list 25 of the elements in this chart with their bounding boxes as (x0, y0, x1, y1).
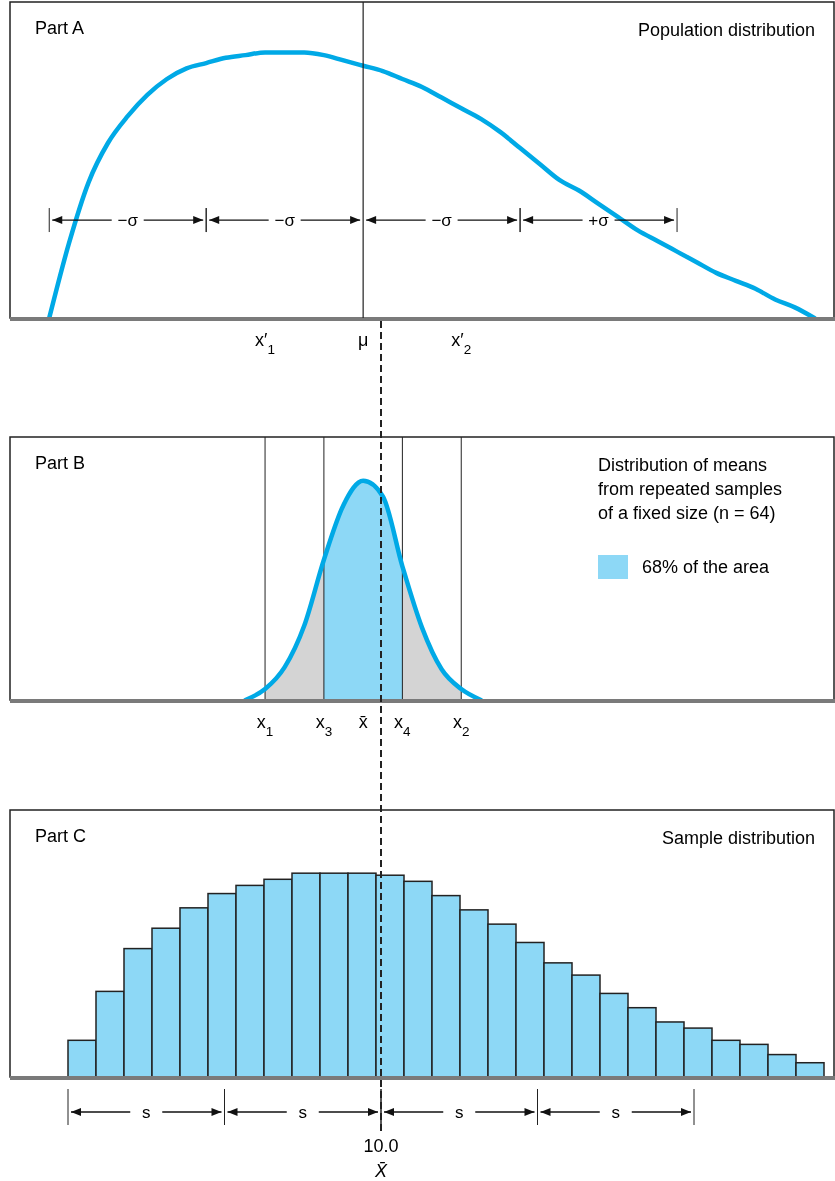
text: s (455, 1103, 464, 1122)
legend-label: 68% of the area (642, 557, 771, 577)
x-tick-label: μ (357, 330, 369, 350)
x-tick-label: x$_{4}$ (394, 712, 412, 739)
annotation: +σ (588, 211, 610, 231)
x-tick-label: x̄ (358, 712, 368, 732)
chart-subtitle: Population distribution (637, 20, 815, 40)
chart-title: Part C (35, 826, 87, 846)
text: s (142, 1103, 151, 1122)
text: 10.0 (363, 1136, 399, 1156)
annotation: −σ (117, 211, 139, 231)
chart-subtitle: Distribution of means from repeated samples of a fixed size (n = 64) (598, 455, 783, 523)
x-axis-title: X̄ (373, 1161, 388, 1181)
annotation: −σ (431, 211, 453, 231)
chart-subtitle: Sample distribution (661, 828, 815, 848)
chart-title: Part B (35, 453, 86, 473)
text: s (611, 1103, 620, 1122)
annotation: −σ (274, 211, 296, 231)
x-tick-label: x′$_{1}$ (255, 330, 275, 357)
x-tick-label: x′$_{2}$ (451, 330, 472, 357)
x-tick-label: x$_{1}$ (256, 712, 274, 739)
text: s (298, 1103, 307, 1122)
x-tick-label: x$_{3}$ (315, 712, 333, 739)
x-tick-label: x$_{2}$ (452, 712, 470, 739)
chart-title: Part A (35, 18, 85, 38)
